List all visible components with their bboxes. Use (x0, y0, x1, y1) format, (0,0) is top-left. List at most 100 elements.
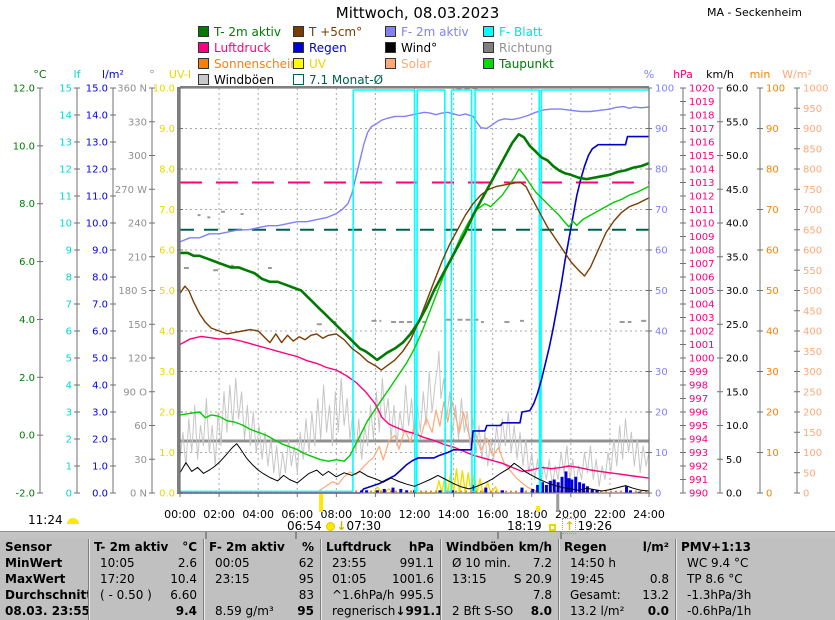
table-cell-time: -1.3hPa/3h (687, 588, 752, 602)
legend-item-uv: UV (293, 58, 326, 72)
svg-text:1004: 1004 (689, 300, 714, 311)
svg-text:11: 11 (59, 192, 72, 203)
legend-label: T- 2m aktiv (214, 25, 281, 39)
table-cell-value (821, 587, 827, 603)
svg-text:0.0: 0.0 (92, 489, 108, 500)
svg-text:min: min (750, 68, 771, 81)
legend-swatch (293, 26, 304, 37)
svg-text:1015: 1015 (689, 151, 714, 162)
table-row: regnerisch ↓991.1 (321, 603, 440, 619)
series-uv (372, 468, 500, 494)
svg-text:40: 40 (766, 327, 779, 338)
legend-item-windb-en: Windböen (198, 74, 274, 88)
legend-item-luftdruck: Luftdruck (198, 42, 271, 56)
svg-text:-2.0: -2.0 (15, 489, 35, 500)
separator-notch (295, 532, 297, 540)
svg-text:1001: 1001 (689, 340, 714, 351)
table-cell-value (821, 555, 827, 571)
table-cell-value: 10.4 (170, 572, 197, 586)
svg-text:02:00: 02:00 (203, 508, 235, 521)
svg-text:2.0: 2.0 (19, 373, 35, 384)
svg-text:650: 650 (803, 225, 822, 236)
table-cell-value: 0.0 (647, 604, 669, 618)
svg-text:°C: °C (33, 68, 47, 81)
moonrise-time: 19:26 (577, 519, 613, 533)
svg-text:4.0: 4.0 (92, 381, 108, 392)
legend-swatch (385, 42, 396, 53)
table-row: Ø 10 min. 7.2 (441, 555, 558, 571)
table-cell-value: 95 (297, 604, 314, 618)
svg-text:1019: 1019 (689, 97, 714, 108)
svg-text:14: 14 (59, 111, 72, 122)
legend-swatch (198, 26, 209, 37)
svg-text:l/m²: l/m² (102, 68, 124, 81)
table-row: -1.3hPa/3h (676, 587, 827, 603)
separator-notch (497, 532, 499, 540)
legend-swatch (198, 74, 209, 85)
svg-text:%: % (644, 68, 654, 81)
svg-text:992: 992 (689, 462, 708, 473)
legend-label: Luftdruck (214, 41, 271, 55)
svg-text:750: 750 (803, 185, 822, 196)
svg-text:55.0: 55.0 (726, 117, 748, 128)
svg-text:13.0: 13.0 (86, 138, 108, 149)
table-group-header: T- 2m aktiv (94, 540, 169, 554)
table-cell-time: ( - 0.50 ) (100, 588, 152, 602)
moonrise-icon: ↑ (562, 518, 577, 534)
sunset-marker: 18:19 ↑ 19:26 (507, 518, 613, 534)
svg-text:999: 999 (689, 367, 708, 378)
series-fblatt (180, 89, 649, 493)
svg-text:hPa: hPa (673, 68, 693, 81)
svg-text:550: 550 (803, 266, 822, 277)
svg-text:1017: 1017 (689, 124, 714, 135)
legend-label: Taupunkt (499, 57, 554, 71)
svg-text:450: 450 (803, 306, 822, 317)
separator-bar (0, 531, 835, 540)
sunrise-time: 07:30 (346, 519, 382, 533)
svg-text:998: 998 (689, 381, 708, 392)
svg-text:20: 20 (655, 408, 668, 419)
svg-text:9.0: 9.0 (92, 246, 108, 257)
svg-text:90: 90 (766, 124, 779, 135)
sunrise-arrow-icon: ↓ (336, 519, 347, 533)
svg-text:150: 150 (803, 428, 822, 439)
table-group-header: Windböen (446, 540, 514, 554)
table-row: 13:15 S 20.9 (441, 571, 558, 587)
svg-text:0: 0 (66, 489, 72, 500)
svg-text:30: 30 (655, 367, 668, 378)
table-group-header: Luftdruck (326, 540, 392, 554)
svg-text:350: 350 (803, 347, 822, 358)
svg-text:250: 250 (803, 387, 822, 398)
astro-tick (556, 494, 560, 512)
svg-text:270 W: 270 W (115, 185, 147, 196)
table-cell-time: 17:20 (100, 572, 135, 586)
svg-text:100: 100 (803, 448, 822, 459)
svg-text:12:00: 12:00 (399, 508, 431, 521)
table-group-header: PMV+1:13 (681, 540, 751, 554)
table-row: WC 9.4 °C (676, 555, 827, 571)
table-group-windb-en: Windböen km/h Ø 10 min. 7.2 13:15 S 20.9 7.8 2 … (440, 539, 558, 620)
svg-text:1003: 1003 (689, 313, 714, 324)
svg-text:1020: 1020 (689, 84, 714, 95)
series-windboeen (179, 350, 650, 487)
svg-text:25.0: 25.0 (726, 320, 748, 331)
table-row: 7.8 (441, 587, 558, 603)
table-row-label: MinWert (5, 556, 63, 570)
table-row: ^1.6hPa/h 995.5 (321, 587, 440, 603)
table-cell-time: 23:55 (332, 556, 367, 570)
table-cell-value: 995.5 (399, 588, 434, 602)
svg-text:6.0: 6.0 (159, 246, 175, 257)
svg-text:70: 70 (655, 205, 668, 216)
legend-swatch (293, 42, 304, 53)
svg-text:1012: 1012 (689, 192, 714, 203)
svg-text:30: 30 (766, 367, 779, 378)
table-row: 10:05 2.6 (89, 555, 203, 571)
svg-text:30.0: 30.0 (726, 286, 748, 297)
svg-text:330: 330 (128, 117, 147, 128)
svg-text:2.0: 2.0 (92, 435, 108, 446)
table-row: -0.6hPa/1h (676, 603, 827, 619)
table-cell-value: 7.2 (532, 556, 552, 570)
svg-text:200: 200 (803, 408, 822, 419)
svg-text:40: 40 (655, 327, 668, 338)
svg-text:700: 700 (803, 205, 822, 216)
